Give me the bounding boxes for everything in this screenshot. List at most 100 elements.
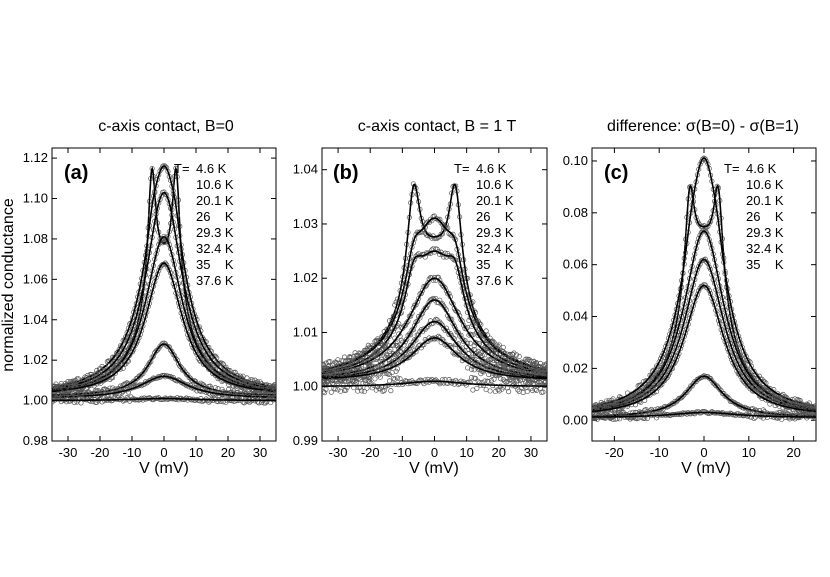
panel-b-x-tick-label: 20 [492,445,506,460]
panel-a-legend-entry: 4.6 K [196,161,227,176]
panel-a-data-point [164,343,170,349]
panel-b-fit-line [322,217,547,371]
panel-c-data-point [689,383,695,389]
panel-c-fit-line [592,284,816,413]
panel-b-data-point [414,252,420,258]
panel-b-data-point [454,342,460,348]
panel-a-fit-line [52,191,276,390]
panel-b-data-point [529,387,535,394]
panel-b-data-point [393,340,399,346]
panel-b-data-point [450,301,456,307]
panel-b-title: c-axis contact, B = 1 T [358,118,517,135]
panel-a-legend-entry: 35 K [196,257,234,272]
panel-b-data-point [470,357,476,363]
panel-b-data-point [540,389,546,395]
panel-b-data-point [375,355,381,361]
panel-b-data-point [479,363,485,369]
panel-b-data-point [463,326,469,332]
panel-b-letter: (b) [333,162,359,184]
panel-b-data-point [507,376,513,382]
panel-b-data-point [332,386,338,392]
panel-b-data-point [442,285,448,291]
panel-b-fit-line [322,299,547,378]
panel-a-x-tick-label: 30 [253,445,267,460]
panel-b-data-point [461,379,467,385]
panel-a-fit-line [52,397,276,402]
panel-b-data-point [461,350,467,356]
panel-b-data-point [472,359,479,365]
panel-b-data-point [519,366,525,372]
panel-a-data-point [117,352,124,358]
panel-b-data-point [471,343,477,349]
panel-b-x-axis-label: V (mV) [409,460,459,477]
panel-a-data-point [182,369,188,375]
panel-b-data-point [524,389,530,395]
panel-b-data-point [364,354,370,360]
panel-b-data-point [337,368,344,375]
panel-b-data-point [388,388,394,394]
panel-b-data-point [355,388,361,394]
panel-a-data-point [199,353,205,359]
panel-b-data-point [332,359,338,365]
panel-b-data-point [392,376,398,382]
panel-a-legend-entry: 37.6 K [196,273,234,288]
panel-c-y-tick-label: 0.08 [563,205,588,220]
panel-b-data-point [339,378,345,384]
panel-b-data-point [392,358,398,364]
panel-b-data-point [484,363,490,369]
panel-c-fit-line [592,157,816,408]
panel-a-fit-line [52,375,276,398]
panel-b-data-point [533,387,539,393]
panel-b-data-point [438,380,444,386]
panel-b-data-point [516,353,522,360]
panel-b-data-point [451,235,457,241]
panel-a-letter: (a) [64,162,88,184]
panel-a-data-point [154,347,160,353]
panel-a-x-tick-label: 0 [160,445,167,460]
panel-b-series-points [322,181,547,378]
panel-b-data-point [496,388,502,394]
panel-b-x-tick-label: 0 [431,445,438,460]
panel-a-data-point [140,371,146,377]
panel-c-legend-entry: 4.6 K [746,161,777,176]
panel-b-y-tick-label: 1.03 [293,216,318,231]
panel-b-data-point [483,338,489,344]
panel-b-data-point [533,361,539,367]
panel-b-data-point [544,370,547,376]
panel-c-data-point [804,415,810,421]
panel-b-data-point [506,362,512,368]
panel-b-data-point [450,321,456,327]
panel-b-data-point [443,254,449,260]
panel-c-data-point [751,415,757,421]
panel-b-data-point [390,375,397,382]
panel-b-data-point [521,370,528,376]
panel-a-data-point [161,372,167,379]
panel-a-data-point [193,397,199,403]
panel-b-data-point [373,356,379,362]
panel-b-data-point [341,354,348,360]
panel-b-legend-entry: 32.4 K [476,241,514,256]
panel-b-data-point [495,358,501,364]
panel-b-data-point [532,386,538,392]
panel-c-data-point [626,414,632,421]
panel-b-data-point [439,322,445,328]
panel-b-data-point [443,288,449,294]
panel-b-data-point [418,290,424,297]
panel-c-data-point [744,370,751,376]
panel-c-data-point [685,387,691,393]
panel-a-data-point [158,263,164,269]
panel-b-data-point [439,221,445,227]
panel-b-data-point [536,382,542,388]
panel-c-fit-line [592,411,816,418]
panel-c-data-point [733,412,739,418]
panel-b-data-point [478,382,484,389]
panel-b-data-point [431,275,438,281]
panel-c-data-point [738,366,744,372]
panel-b-data-point [527,369,533,375]
panel-b-fit-line [322,380,547,387]
panel-a-data-point [157,396,163,403]
panel-a-legend-entry: 29.3 K [196,225,234,240]
panel-b-data-point [409,351,415,357]
panel-b-data-point [348,360,354,366]
panel-c-y-tick-label: 0.06 [563,257,588,272]
